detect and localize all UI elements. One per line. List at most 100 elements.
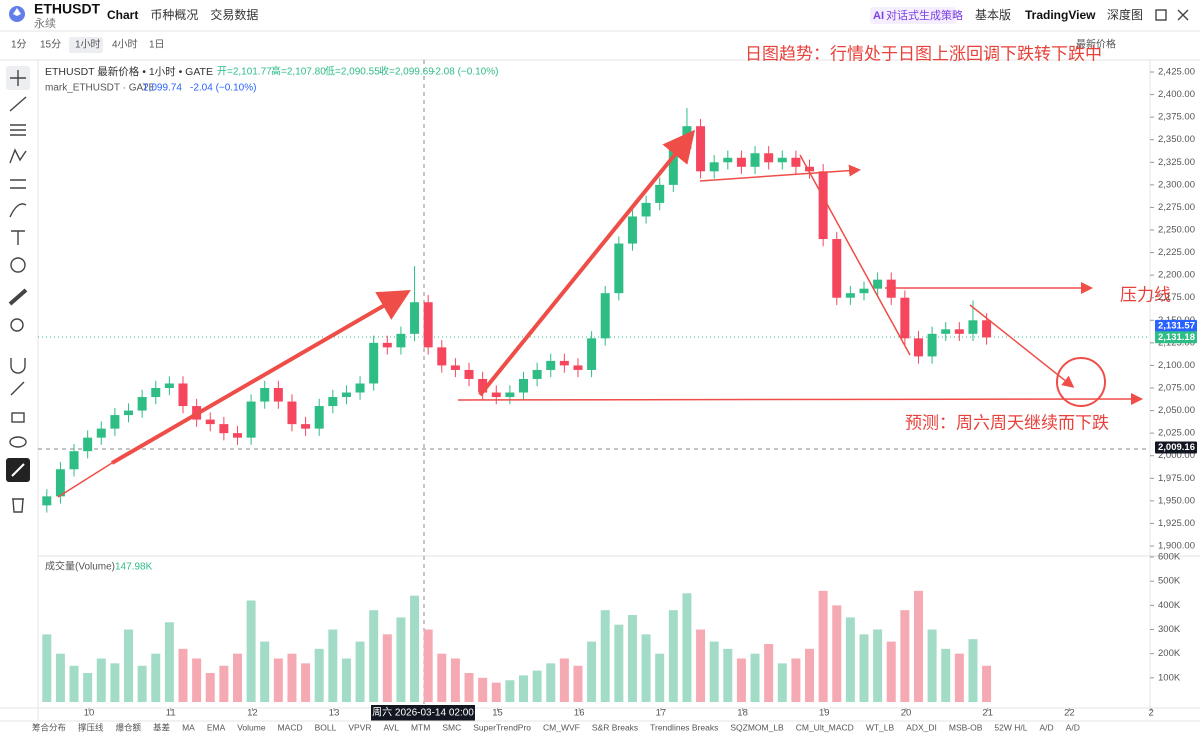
indicator[interactable]: MA: [182, 722, 195, 732]
indicator[interactable]: A/D: [1066, 722, 1080, 732]
tradingview[interactable]: TradingView: [1025, 8, 1096, 22]
tool-measure[interactable]: [10, 179, 26, 189]
basic[interactable]: 基本版: [975, 8, 1011, 22]
indicator[interactable]: A/D: [1040, 722, 1054, 732]
volume-tick-label: 500K: [1158, 576, 1181, 587]
indicator[interactable]: Trendlines Breaks: [650, 722, 718, 732]
price-label: 2,131.57: [1158, 320, 1195, 331]
volume-bar: [260, 641, 270, 702]
indicator[interactable]: SuperTrendPro: [473, 722, 531, 732]
indicator[interactable]: BOLL: [315, 722, 337, 732]
ai-bg[interactable]: [870, 7, 956, 24]
indicator[interactable]: VPVR: [348, 722, 371, 732]
candle-body: [478, 378, 488, 393]
indicator[interactable]: MTM: [411, 722, 430, 732]
tool-trash[interactable]: [12, 498, 24, 513]
tool-fib[interactable]: [10, 124, 26, 136]
indicator[interactable]: SQZMOM_LB: [730, 722, 784, 732]
volume-tick-label: 300K: [1158, 624, 1181, 635]
tool-cross[interactable]: [10, 70, 26, 86]
depth[interactable]: 深度图: [1107, 7, 1143, 22]
tool-pattern[interactable]: [9, 148, 27, 164]
candle-body: [777, 157, 787, 163]
trend-annotation: 日图趋势：行情处于日图上涨回调下跌转下跌中: [745, 44, 1102, 63]
y-tick-label: 2,400.00: [1158, 89, 1195, 100]
volume-bar: [341, 658, 351, 702]
tool-text[interactable]: [11, 230, 25, 245]
candle-body: [396, 333, 406, 348]
tool-magnet[interactable]: [10, 358, 26, 374]
x-tick-label: 13: [329, 708, 340, 719]
x-tick-label: 18: [737, 708, 748, 719]
indicator[interactable]: EMA: [207, 722, 226, 732]
indicator[interactable]: 52W H/L: [994, 722, 1027, 732]
indicator[interactable]: MSB-OB: [949, 722, 983, 732]
y-tick-label: 2,200.00: [1158, 270, 1195, 281]
candle-body: [532, 369, 542, 379]
symbol[interactable]: ETHUSDT: [34, 1, 101, 17]
tool-emoji[interactable]: [10, 257, 26, 273]
indicator[interactable]: 爆仓额: [116, 722, 142, 732]
price-label-bg: [1155, 441, 1197, 454]
ai-badge[interactable]: AI: [873, 10, 884, 22]
indicator[interactable]: 撑压线: [78, 722, 104, 732]
tool-link-glyph: [11, 463, 25, 477]
indicator[interactable]: AVL: [384, 722, 400, 732]
tab[interactable]: 交易数据: [210, 7, 258, 22]
tool-brush[interactable]: [9, 203, 27, 218]
tab[interactable]: Chart: [107, 8, 138, 22]
x-tick-label: 12: [247, 708, 258, 719]
volume-bar: [205, 673, 215, 702]
volume-bar: [982, 665, 992, 702]
volume-bar: [137, 665, 147, 702]
y-tick-label: 2,275.00: [1158, 202, 1195, 213]
close-icon[interactable]: [1177, 9, 1189, 21]
candle-body: [437, 347, 447, 366]
indicator[interactable]: CM_WVF: [543, 722, 580, 732]
indicator[interactable]: 基差: [153, 722, 170, 732]
tool-eye[interactable]: [9, 436, 27, 448]
candle-body: [83, 437, 93, 452]
interval[interactable]: 1日: [149, 40, 165, 51]
price-label: 2,131.18: [1158, 332, 1195, 343]
indicator[interactable]: ADX_DI: [906, 722, 937, 732]
candle-body: [696, 126, 706, 172]
volume-bar: [83, 673, 93, 702]
indicator[interactable]: WT_LB: [866, 722, 895, 732]
volume-bar: [219, 665, 229, 702]
interval[interactable]: 4小时: [112, 39, 138, 51]
indicator[interactable]: Volume: [237, 722, 266, 732]
y-tick-label: 2,250.00: [1158, 225, 1195, 236]
ai-strategy[interactable]: 对话式生成策略: [886, 8, 963, 22]
interval[interactable]: 1分: [11, 39, 27, 51]
interval[interactable]: 15分: [40, 39, 61, 51]
candle-body: [736, 157, 746, 167]
tool-pencil[interactable]: [10, 381, 25, 396]
y-tick-label: 2,325.00: [1158, 157, 1195, 168]
tool-zoom[interactable]: [10, 318, 24, 332]
candle-body: [818, 171, 828, 240]
legend-open: 开=2,101.77: [217, 67, 272, 78]
tool-lock[interactable]: [11, 412, 25, 423]
price-type[interactable]: 最新价格: [1076, 38, 1116, 51]
legend-high: 高=2,107.80: [271, 65, 326, 78]
interval[interactable]: 1小时: [75, 39, 101, 51]
tool-line[interactable]: [9, 96, 27, 112]
candle-body: [124, 410, 134, 416]
candle-body: [641, 202, 651, 217]
tool-ruler[interactable]: [8, 288, 28, 306]
trend-line: [57, 462, 113, 498]
indicator[interactable]: CM_Ult_MACD: [796, 722, 854, 732]
price-label-bg: [1155, 319, 1197, 332]
indicator[interactable]: S&R Breaks: [592, 722, 638, 732]
candle-body: [178, 383, 188, 407]
indicator[interactable]: 筹合分布: [32, 722, 66, 732]
candle-body: [627, 216, 637, 244]
tab[interactable]: 币种概况: [150, 8, 198, 22]
indicator[interactable]: MACD: [278, 722, 303, 732]
candle-body: [845, 293, 855, 298]
fullscreen-icon[interactable]: [1155, 9, 1167, 21]
indicator[interactable]: SMC: [442, 722, 461, 732]
x-tick-label: 15: [492, 708, 503, 719]
